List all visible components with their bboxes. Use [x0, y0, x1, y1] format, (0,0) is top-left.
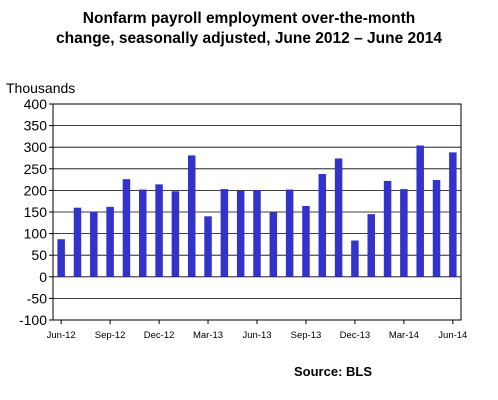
- y-axis-label: Thousands: [6, 80, 76, 96]
- x-tick-label: Dec-13: [340, 330, 371, 341]
- y-tick-label: 100: [24, 226, 48, 242]
- bar-5: [139, 189, 147, 277]
- bar-14: [285, 189, 294, 277]
- x-tick-label: Jun-14: [438, 330, 467, 341]
- bar-16: [318, 173, 327, 277]
- bar-9: [204, 216, 212, 277]
- y-tick-label: -100: [19, 312, 47, 328]
- bar-17: [334, 158, 343, 277]
- y-tick-label: 200: [24, 182, 48, 198]
- x-tick-label: Dec-12: [144, 330, 175, 341]
- bar-19: [367, 214, 375, 277]
- bar-3: [106, 206, 114, 277]
- bar-7: [171, 191, 180, 277]
- chart-title: Nonfarm payroll employment over-the-mont…: [0, 9, 498, 49]
- y-tick-label: 400: [24, 96, 48, 112]
- bar-2: [90, 212, 98, 277]
- y-tick-label: 0: [39, 269, 47, 285]
- x-tick-label: Mar-13: [193, 330, 223, 341]
- chart-title-line-2: change, seasonally adjusted, June 2012 –…: [56, 30, 442, 47]
- bar-0: [57, 239, 65, 277]
- source-note: Source: BLS: [294, 364, 373, 379]
- bar-12: [253, 189, 261, 277]
- y-tick-label: 150: [24, 204, 48, 220]
- bar-23: [432, 180, 441, 277]
- x-tick-label: Jun-12: [47, 330, 76, 341]
- bar-10: [220, 189, 229, 277]
- bar-21: [400, 189, 408, 277]
- bar-1: [73, 207, 82, 277]
- bar-4: [122, 179, 131, 277]
- x-tick-label: Mar-14: [389, 330, 419, 341]
- bar-22: [416, 145, 424, 277]
- bar-18: [351, 240, 359, 277]
- bar-20: [383, 180, 392, 277]
- bar-11: [236, 190, 245, 277]
- y-tick-label: 350: [24, 118, 48, 134]
- y-tick-label: -50: [27, 290, 47, 306]
- y-tick-label: 250: [24, 161, 48, 177]
- bar-6: [155, 184, 163, 277]
- x-tick-label: Jun-13: [242, 330, 271, 341]
- bar-13: [269, 212, 278, 277]
- bar-24: [449, 152, 457, 277]
- chart-title-line-1: Nonfarm payroll employment over-the-mont…: [82, 10, 416, 27]
- y-tick-label: 300: [24, 139, 48, 155]
- x-tick-label: Sep-12: [95, 330, 126, 341]
- bar-15: [302, 205, 310, 277]
- x-tick-label: Sep-13: [291, 330, 322, 341]
- y-tick-label: 50: [31, 247, 47, 263]
- bar-8: [187, 155, 196, 277]
